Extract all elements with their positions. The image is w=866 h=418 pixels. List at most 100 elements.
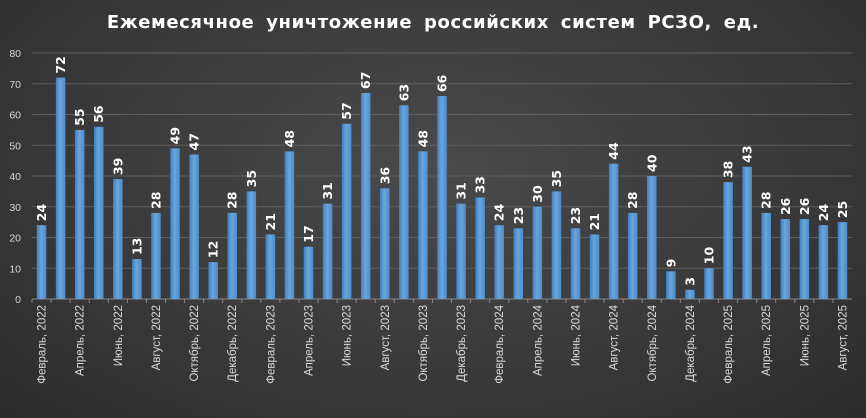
data-label: 12 <box>206 241 221 258</box>
x-tick-label: Август, 2022 <box>151 305 163 370</box>
data-label: 38 <box>721 161 736 178</box>
data-label: 17 <box>301 225 316 242</box>
bar <box>265 234 276 299</box>
bar <box>227 212 237 299</box>
y-tick-label: 60 <box>9 110 21 122</box>
x-tick-label: Февраль, 2025 <box>723 305 735 384</box>
bar <box>570 228 581 299</box>
y-axis: 0 10 20 30 40 50 60 70 80 <box>9 48 21 306</box>
bar <box>456 203 466 299</box>
data-label: 31 <box>454 182 469 199</box>
x-tick-label: Октябрь, 2022 <box>189 305 201 382</box>
x-tick-label: Апрель, 2023 <box>304 305 316 376</box>
data-label: 57 <box>339 102 354 119</box>
x-tick-label: Февраль, 2023 <box>265 305 277 384</box>
bar <box>589 234 600 299</box>
bar <box>399 105 409 300</box>
x-tick-label: Июнь, 2022 <box>113 305 125 366</box>
bar <box>837 222 848 299</box>
x-tick-label: Декабрь, 2023 <box>456 305 468 382</box>
bar <box>170 148 180 299</box>
bar <box>742 166 752 299</box>
data-label: 66 <box>435 74 450 92</box>
data-label: 31 <box>320 182 335 199</box>
x-tick-label: Июнь, 2024 <box>570 304 582 366</box>
bar <box>723 182 733 299</box>
y-tick-label: 40 <box>9 171 21 183</box>
x-tick-label: Август, 2025 <box>837 305 849 370</box>
data-label: 28 <box>225 191 240 208</box>
bar <box>761 212 771 299</box>
data-label: 40 <box>644 154 659 172</box>
data-label: 10 <box>701 247 716 265</box>
x-axis: Февраль, 2022 Апрель, 2022 Июнь, 2022 Авгус… <box>31 299 849 384</box>
bar <box>93 126 104 299</box>
data-label: 72 <box>53 56 68 73</box>
bar <box>74 129 85 299</box>
data-label: 56 <box>91 105 106 123</box>
bar <box>303 246 314 299</box>
x-tick-label: Август, 2024 <box>609 304 621 370</box>
y-tick-label: 80 <box>9 48 21 60</box>
data-label: 49 <box>168 127 183 144</box>
bar <box>360 92 371 299</box>
bar <box>627 212 638 299</box>
y-tick-label: 70 <box>9 79 21 91</box>
bar <box>284 151 295 299</box>
x-tick-label: Октябрь, 2024 <box>647 304 659 381</box>
y-tick-label: 30 <box>9 202 21 214</box>
data-label: 36 <box>377 167 392 185</box>
data-label: 23 <box>568 207 583 224</box>
y-tick-label: 0 <box>15 294 21 306</box>
bar <box>494 225 504 299</box>
bar <box>341 123 352 299</box>
data-label: 28 <box>148 191 163 208</box>
x-tick-label: Декабрь, 2022 <box>227 305 239 382</box>
data-label: 43 <box>740 145 755 162</box>
bar <box>685 289 695 299</box>
data-label: 39 <box>110 158 125 175</box>
bar <box>666 271 676 299</box>
data-label: 21 <box>263 213 278 230</box>
data-label: 44 <box>606 142 621 160</box>
y-tick-label: 20 <box>9 233 21 245</box>
x-tick-label: Апрель, 2022 <box>75 305 87 376</box>
data-label: 13 <box>129 238 144 255</box>
bar <box>608 163 619 299</box>
bar <box>246 191 257 299</box>
bar <box>113 179 123 299</box>
x-tick-label: Июнь, 2025 <box>799 305 811 366</box>
data-label: 25 <box>835 201 850 218</box>
bar <box>513 228 524 299</box>
data-label: 24 <box>34 204 49 222</box>
data-label: 3 <box>682 277 697 286</box>
data-label: 28 <box>759 191 774 208</box>
data-label: 28 <box>625 191 640 208</box>
x-tick-label: Октябрь, 2023 <box>418 305 430 382</box>
data-label: 35 <box>549 170 564 187</box>
bar <box>799 219 810 299</box>
bar <box>780 219 791 299</box>
x-tick-label: Декабрь, 2024 <box>685 304 697 381</box>
bar <box>380 188 390 299</box>
bar <box>322 203 333 299</box>
x-tick-label: Апрель, 2024 <box>532 304 544 376</box>
bar <box>818 225 829 299</box>
y-tick-label: 10 <box>9 263 21 275</box>
chart-title: Ежемесячное уничтожение российских систе… <box>106 12 760 33</box>
data-label: 24 <box>492 204 507 222</box>
x-tick-label: Апрель, 2025 <box>761 305 773 376</box>
data-label: 48 <box>282 130 297 147</box>
bar <box>551 191 562 299</box>
bar <box>208 262 218 299</box>
data-label: 55 <box>72 108 87 125</box>
data-label: 48 <box>415 130 430 147</box>
bar <box>55 77 66 299</box>
bar <box>437 96 447 299</box>
bar <box>475 197 485 299</box>
bar <box>647 176 657 299</box>
data-label: 21 <box>587 213 602 230</box>
